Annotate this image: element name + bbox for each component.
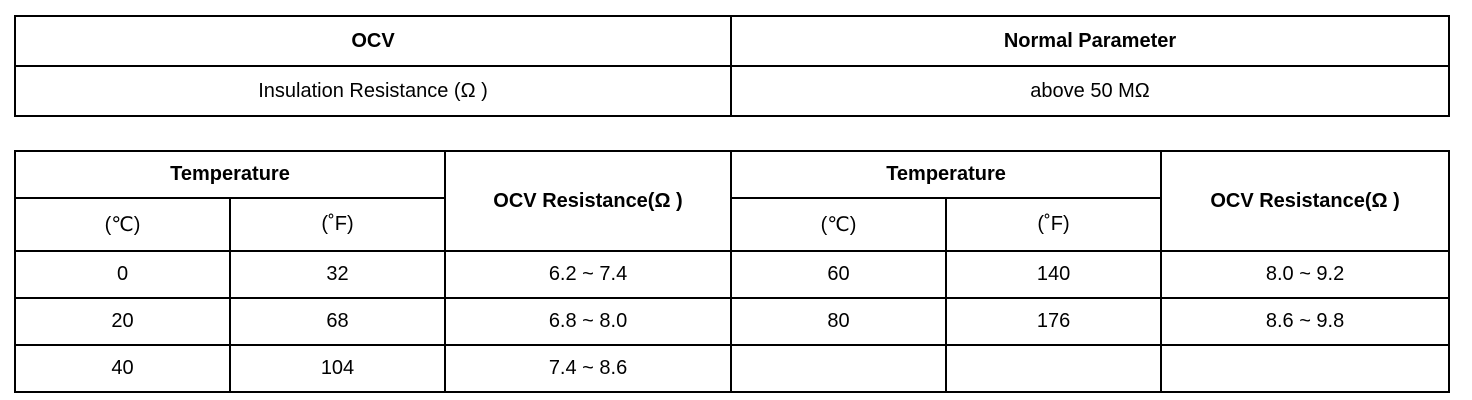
cell: 6.8 ~ 8.0 <box>444 297 733 346</box>
cell: 140 <box>945 250 1163 299</box>
cell: 8.6 ~ 9.8 <box>1160 297 1451 346</box>
empty-cell <box>945 344 1163 393</box>
cell: 40 <box>14 344 231 393</box>
row: 20 68 6.8 ~ 8.0 80 176 8.6 ~ 9.8 <box>14 297 1451 346</box>
group-header: OCV Resistance(Ω ) <box>1160 150 1451 252</box>
empty-cell <box>730 344 948 393</box>
cell: Insulation Resistance (Ω ) <box>14 65 732 117</box>
cell: 32 <box>228 250 447 299</box>
header-row: OCV Normal Parameter <box>14 15 1450 67</box>
unit-header: (˚F) <box>228 197 447 252</box>
group-header: Temperature <box>13 150 447 199</box>
cell: 8.0 ~ 9.2 <box>1160 250 1451 299</box>
header-row: Temperature OCV Resistance(Ω ) Temperatu… <box>13 150 1451 252</box>
unit-row: (℃) (˚F) (℃) (˚F) <box>14 197 1449 252</box>
cell: above 50 MΩ <box>730 65 1450 117</box>
cell: 60 <box>730 250 948 299</box>
cell: 6.2 ~ 7.4 <box>444 250 733 299</box>
unit-header: (˚F) <box>945 197 1163 252</box>
row: 0 32 6.2 ~ 7.4 60 140 8.0 ~ 9.2 <box>14 250 1451 299</box>
group-header: Temperature <box>730 150 1163 199</box>
row: Insulation Resistance (Ω ) above 50 MΩ <box>14 65 1450 117</box>
unit-header: (℃) <box>14 197 231 252</box>
cell: 0 <box>14 250 231 299</box>
group-header: OCV Resistance(Ω ) <box>444 150 733 252</box>
cell: 68 <box>228 297 447 346</box>
unit-header: (℃) <box>730 197 948 252</box>
header-cell: Normal Parameter <box>730 15 1450 67</box>
cell: 104 <box>228 344 447 393</box>
empty-cell <box>1160 344 1451 393</box>
row: 40 104 7.4 ~ 8.6 <box>14 344 1451 393</box>
ocv-table: Temperature OCV Resistance(Ω ) Temperatu… <box>13 150 1451 393</box>
cell: 176 <box>945 297 1163 346</box>
cell: 80 <box>730 297 948 346</box>
cell: 7.4 ~ 8.6 <box>444 344 733 393</box>
spec-table: OCV Normal Parameter Insulation Resistan… <box>14 15 1450 117</box>
header-cell: OCV <box>14 15 732 67</box>
cell: 20 <box>14 297 231 346</box>
